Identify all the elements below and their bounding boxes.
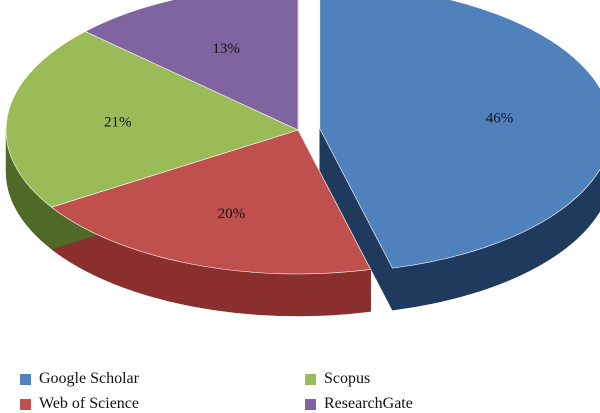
slice-label-web-of-science: 20% <box>218 206 246 222</box>
legend-item-researchgate: ResearchGate <box>305 395 413 413</box>
slice-label-scopus: 21% <box>104 115 132 131</box>
slice-researchgate <box>84 0 299 131</box>
legend-label-google-scholar: Google Scholar <box>39 370 139 387</box>
legend-item-web-of-science: Web of Science <box>20 395 139 413</box>
legend-label-web-of-science: Web of Science <box>39 395 139 412</box>
legend: Google Scholar Web of Science Scopus Res… <box>0 360 600 413</box>
legend-swatch-web-of-science <box>20 398 31 410</box>
legend-swatch-scopus <box>305 373 316 385</box>
legend-label-researchgate: ResearchGate <box>324 395 413 412</box>
slice-web-of-science <box>50 129 372 275</box>
legend-label-scopus: Scopus <box>324 370 371 387</box>
legend-swatch-researchgate <box>305 398 316 410</box>
slice-label-researchgate: 13% <box>212 41 240 57</box>
legend-item-scopus: Scopus <box>305 370 370 388</box>
pie-chart-svg: 46% 20% 21% 13% <box>5 0 600 317</box>
slice-label-google-scholar: 46% <box>486 110 514 126</box>
legend-swatch-google-scholar <box>20 373 31 385</box>
slice-scopus <box>5 31 299 208</box>
legend-item-google-scholar: Google Scholar <box>20 370 139 388</box>
slice-google-scholar <box>319 0 600 269</box>
